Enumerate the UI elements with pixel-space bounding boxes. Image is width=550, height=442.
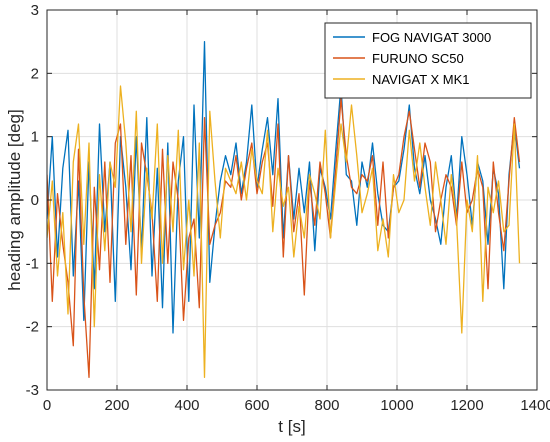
y-tick-label: -3 (26, 382, 39, 399)
x-tick-label: 1400 (520, 397, 550, 414)
y-tick-label: 0 (31, 192, 39, 209)
y-tick-label: 2 (31, 65, 39, 82)
y-axis-tick-labels: -3 -2 -1 0 1 2 3 (26, 2, 39, 399)
x-axis-tick-labels: 0 200 400 600 800 1000 1200 1400 (43, 397, 550, 414)
legend-box (324, 22, 532, 99)
x-tick-label: 800 (314, 397, 339, 414)
x-tick-label: 1200 (450, 397, 483, 414)
x-tick-label: 200 (104, 397, 129, 414)
axis-ticks (46, 9, 538, 391)
legend-label: NAVIGAT X MK1 (372, 72, 470, 87)
y-axis-title: heading amplitude [deg] (5, 109, 24, 290)
series-layer (47, 41, 521, 378)
y-tick-label: 3 (31, 2, 39, 19)
y-tick-label: 1 (31, 129, 39, 146)
x-axis-title: t [s] (278, 417, 305, 436)
x-tick-label: 1000 (380, 397, 413, 414)
y-tick-label: -1 (26, 255, 39, 272)
legend: FOG NAVIGAT 3000 FURUNO SC50 NAVIGAT X MK1 (324, 22, 532, 99)
series-line-3 (47, 85, 521, 378)
x-tick-label: 600 (244, 397, 269, 414)
legend-label: FURUNO SC50 (372, 51, 464, 66)
legend-label: FOG NAVIGAT 3000 (372, 30, 491, 45)
x-tick-label: 0 (43, 397, 51, 414)
y-tick-label: -2 (26, 319, 39, 336)
x-tick-label: 400 (174, 397, 199, 414)
series-line-1 (47, 41, 521, 334)
legend-items: FOG NAVIGAT 3000 FURUNO SC50 NAVIGAT X MK1 (333, 30, 491, 87)
